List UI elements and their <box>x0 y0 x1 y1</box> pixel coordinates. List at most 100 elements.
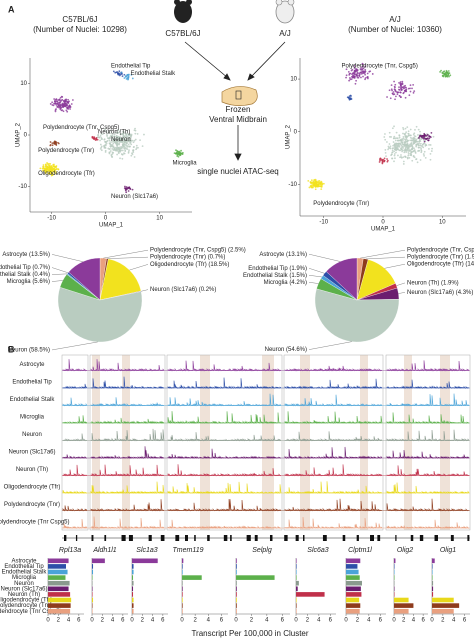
leader-line <box>51 267 69 273</box>
umap-point <box>403 133 406 135</box>
umap-point <box>409 143 411 146</box>
bar <box>394 558 396 564</box>
bar-row-label: Endothelial Stalk <box>2 570 48 576</box>
umap-point <box>349 77 351 79</box>
umap-point <box>445 73 448 76</box>
slice-label: Astrocyte (13.5%) <box>2 252 50 258</box>
umap-point <box>311 184 314 187</box>
umap-point <box>425 138 428 141</box>
umap-point <box>122 130 125 133</box>
umap-point <box>417 150 419 152</box>
track-label: Microglia <box>20 415 45 421</box>
umap-point <box>412 150 415 153</box>
umap-point <box>124 185 126 188</box>
cluster-label: Oligodendrocyte (Tfr) <box>38 171 95 177</box>
umap-point <box>446 74 449 77</box>
leader-line <box>129 264 149 271</box>
umap-point <box>346 96 349 99</box>
cluster-label: Neuron (Th) <box>98 129 130 135</box>
umap-point <box>414 152 417 154</box>
umap-point <box>109 147 111 150</box>
bar <box>236 603 237 608</box>
umap-point <box>417 146 420 149</box>
umap-point <box>354 82 357 85</box>
umap-point <box>398 135 401 137</box>
tick-label: 4 <box>317 618 321 624</box>
gene-name: Slc1a3 <box>136 547 158 554</box>
leader-line <box>360 249 406 259</box>
umap-point <box>415 158 417 161</box>
bar-row-label: Microglia <box>12 575 37 581</box>
umap-point <box>422 153 425 155</box>
umap-point <box>126 73 129 76</box>
slice-label: Microglia (5.6%) <box>7 279 50 285</box>
gene-name: Rpl13a <box>59 547 81 554</box>
umap-point <box>131 188 134 191</box>
umap-point <box>134 132 137 135</box>
bar <box>182 558 184 564</box>
umap-point <box>411 148 414 150</box>
umap-point <box>345 76 347 79</box>
umap-point <box>360 72 363 75</box>
umap-point <box>398 142 400 145</box>
exon <box>175 535 180 541</box>
bar <box>48 575 66 580</box>
bar <box>182 586 183 592</box>
umap-point <box>308 186 311 189</box>
umap-point <box>53 98 56 100</box>
bar <box>132 558 158 564</box>
umap-point <box>321 182 324 185</box>
umap-point <box>103 145 105 147</box>
umap-point <box>383 136 386 138</box>
region-box <box>166 354 283 531</box>
tick-label: 10 <box>439 220 446 226</box>
umap-point <box>371 73 374 75</box>
umap-point <box>117 72 120 75</box>
slice-label: Endothelial Tip (1.9%) <box>248 266 307 272</box>
umap-point <box>49 162 52 165</box>
tick-label: 0 <box>46 618 50 624</box>
exon <box>160 535 165 541</box>
bar <box>346 580 362 586</box>
umap-point <box>418 135 421 138</box>
umap-point <box>66 110 69 113</box>
gene-name: Olig2 <box>397 547 413 554</box>
bar-row-label: Polydendrocyte (Tnr) <box>0 603 52 609</box>
umap-point <box>400 141 403 144</box>
exon <box>223 535 228 541</box>
gene-name: Slc6a3 <box>307 547 329 554</box>
cluster-label: Polydendrocyte (Tnr) <box>38 148 94 154</box>
umap-point <box>179 151 181 154</box>
leader-line <box>141 289 149 292</box>
tick-label: 6 <box>281 618 285 624</box>
umap-point <box>109 129 112 132</box>
umap-point <box>429 144 432 146</box>
umap-point <box>127 133 130 135</box>
bar <box>296 608 297 614</box>
umap-point <box>51 174 54 177</box>
tick-label: 2 <box>193 618 197 624</box>
umap-point <box>402 160 405 163</box>
umap-point <box>345 74 348 77</box>
umap-point <box>402 137 405 140</box>
umap-point <box>99 143 102 146</box>
umap-point <box>125 147 128 150</box>
bar <box>432 608 454 614</box>
umap-point <box>133 129 136 132</box>
bar <box>394 597 409 603</box>
pie-slice <box>325 257 358 301</box>
tick-label: 10 <box>290 77 297 83</box>
umap-point <box>112 149 115 151</box>
bar <box>48 586 69 592</box>
umap-point <box>422 137 425 140</box>
umap-point <box>402 156 405 159</box>
umap-point <box>127 190 130 192</box>
umap-point <box>407 139 410 142</box>
umap-point <box>131 152 133 155</box>
umap-point <box>392 141 395 143</box>
exon <box>254 535 258 541</box>
umap-point <box>127 76 129 79</box>
umap-point <box>56 167 58 170</box>
umap-point <box>52 163 55 166</box>
umap-point <box>408 156 411 159</box>
